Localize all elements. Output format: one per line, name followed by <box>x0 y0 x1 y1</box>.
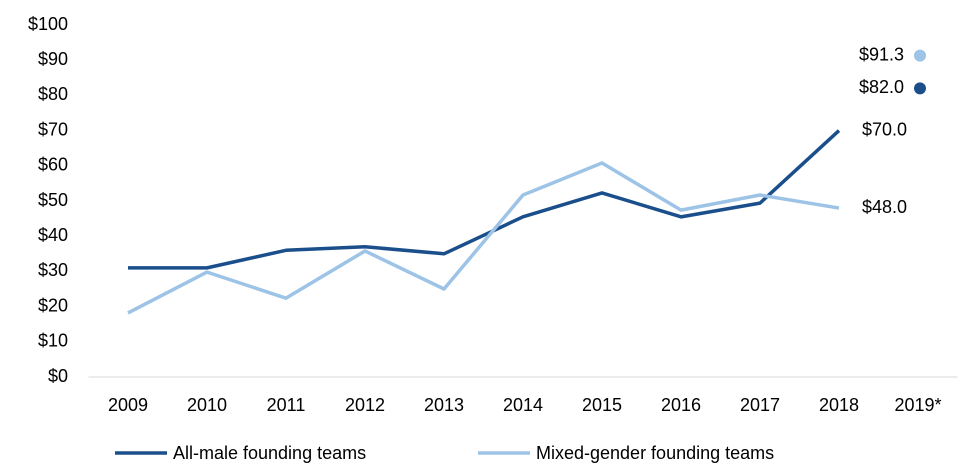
x-tick-label: 2017 <box>740 395 780 415</box>
y-tick-label: $30 <box>38 260 68 280</box>
legend-label: All-male founding teams <box>173 443 366 463</box>
y-tick-label: $20 <box>38 295 68 315</box>
y-tick-label: $100 <box>28 14 68 34</box>
x-tick-label: 2011 <box>267 395 306 415</box>
y-tick-label: $0 <box>48 366 68 386</box>
x-tick-label: 2019* <box>894 395 941 415</box>
x-tick-label: 2010 <box>187 395 227 415</box>
series-line <box>127 161 840 315</box>
y-tick-label: $90 <box>38 49 68 69</box>
estimate-dot <box>914 82 926 95</box>
x-tick-label: 2012 <box>345 395 385 415</box>
series-line <box>128 129 841 270</box>
x-tick-label: 2018 <box>819 395 859 415</box>
y-tick-label: $40 <box>38 225 68 245</box>
x-tick-label: 2014 <box>503 395 543 415</box>
y-tick-label: $70 <box>38 119 68 139</box>
x-tick-label: 2016 <box>661 395 701 415</box>
y-tick-label: $10 <box>38 331 68 351</box>
legend-label: Mixed-gender founding teams <box>536 443 774 463</box>
x-tick-label: 2015 <box>582 395 622 415</box>
data-label: $48.0 <box>862 197 907 217</box>
data-label: $82.0 <box>859 77 904 97</box>
y-tick-label: $50 <box>38 190 68 210</box>
estimate-dot <box>914 49 926 62</box>
y-tick-label: $80 <box>38 84 68 104</box>
data-label: $70.0 <box>862 119 907 139</box>
x-tick-label: 2009 <box>108 395 148 415</box>
x-tick-label: 2013 <box>424 395 464 415</box>
data-label: $91.3 <box>859 44 904 64</box>
y-tick-label: $60 <box>38 155 68 175</box>
